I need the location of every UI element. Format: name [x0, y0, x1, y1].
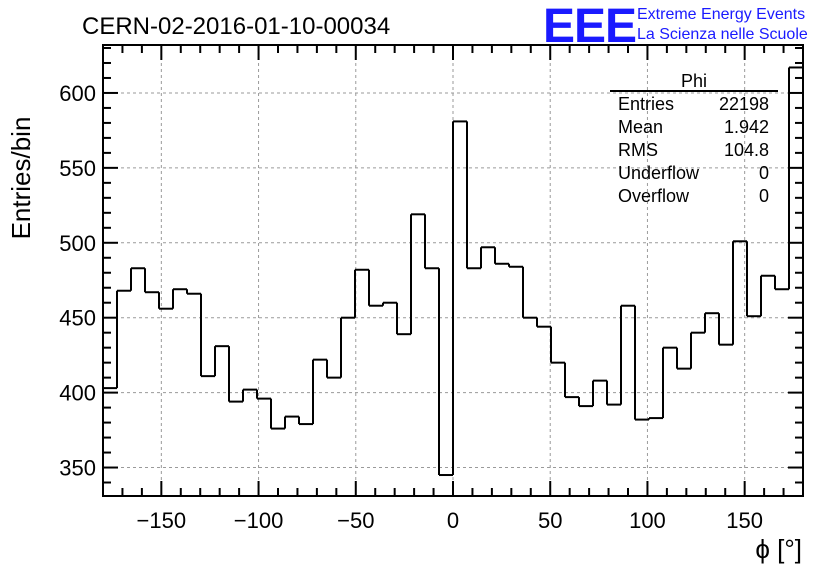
logo-line-2: La Scienza nelle Scuole	[637, 26, 808, 43]
stats-label: Mean	[618, 117, 663, 137]
x-tick-label: 100	[629, 508, 666, 533]
y-tick-label: 400	[59, 381, 96, 406]
axes	[102, 44, 804, 497]
stats-name: Phi	[681, 71, 707, 91]
stats-label: Underflow	[618, 163, 700, 183]
x-tick-label: 50	[538, 508, 562, 533]
stats-label: RMS	[618, 140, 658, 160]
x-tick-label: −150	[137, 508, 187, 533]
eee-logo: EEE Extreme Energy Events La Scienza nel…	[543, 0, 808, 53]
y-tick-label: 550	[59, 156, 96, 181]
stats-value: 0	[759, 163, 769, 183]
y-axis-title: Entries/bin	[6, 117, 36, 240]
x-tick-label: 150	[726, 508, 763, 533]
stats-value: 22198	[719, 94, 769, 114]
x-tick-label: −100	[234, 508, 284, 533]
stats-label: Overflow	[618, 186, 690, 206]
y-tick-label: 500	[59, 231, 96, 256]
stats-value: 1.942	[724, 117, 769, 137]
y-tick-label: 350	[59, 456, 96, 481]
logo-line-1: Extreme Energy Events	[637, 6, 805, 23]
stats-value: 0	[759, 186, 769, 206]
histogram	[102, 66, 804, 496]
chart-title: CERN-02-2016-01-10-00034	[82, 13, 390, 40]
stats-label: Entries	[618, 94, 674, 114]
stats-box: Phi Entries 22198 Mean 1.942 RMS 104.8 Underfl…	[610, 71, 778, 206]
x-axis-title: ϕ [°]	[755, 534, 802, 564]
x-tick-label: −50	[337, 508, 374, 533]
y-tick-label: 450	[59, 306, 96, 331]
y-tick-label: 600	[59, 81, 96, 106]
x-tick-label: 0	[447, 508, 459, 533]
stats-value: 104.8	[724, 140, 769, 160]
tick-labels: −150 −100 −50 0 50 100 150 350 400 450 500 550 600	[59, 81, 763, 533]
